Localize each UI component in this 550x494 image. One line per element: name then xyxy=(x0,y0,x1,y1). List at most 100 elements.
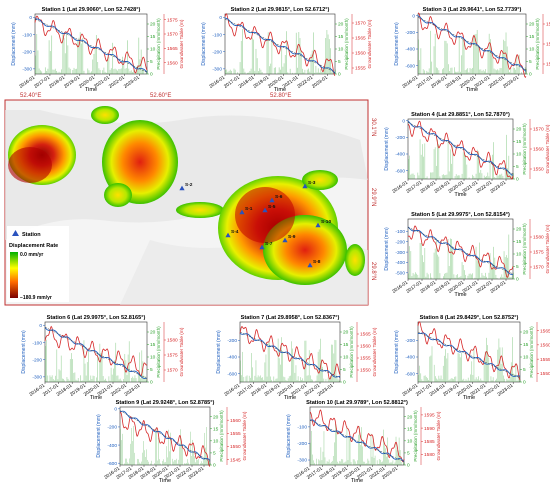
precip-bar xyxy=(265,354,267,382)
precip-bar xyxy=(487,50,489,74)
precip-bar xyxy=(341,458,343,465)
precip-bar xyxy=(269,66,270,74)
disp-axis-label: Displacement (mm) xyxy=(11,22,17,66)
precip-bar xyxy=(287,378,289,382)
precip-bar xyxy=(418,175,420,179)
precip-bar xyxy=(74,372,76,382)
precip-bar xyxy=(92,59,94,74)
precip-tick-label: 5 xyxy=(529,59,532,65)
precip-bar xyxy=(338,380,340,382)
precip-bar xyxy=(466,380,468,382)
station-2-label: S-2 xyxy=(185,182,193,188)
precip-bar xyxy=(342,459,344,465)
precip-bar xyxy=(98,68,100,74)
precip-bar xyxy=(93,376,95,382)
precip-bar xyxy=(513,373,514,382)
x-axis-label: Time xyxy=(284,395,296,401)
precip-bar xyxy=(514,68,515,74)
precip-bar xyxy=(503,39,505,74)
precip-bar xyxy=(320,338,321,382)
disp-tick-label: -600 xyxy=(227,371,237,377)
precip-bar xyxy=(142,452,143,465)
precip-bar xyxy=(233,68,235,74)
precip-bar xyxy=(424,375,426,382)
precip-bar xyxy=(434,147,436,179)
precip-bar xyxy=(438,70,440,74)
precip-bar xyxy=(319,72,320,74)
precip-bar xyxy=(392,460,394,465)
precip-bar xyxy=(63,378,64,382)
precip-bar xyxy=(296,380,298,382)
precip-bar xyxy=(203,457,204,465)
precip-bar xyxy=(492,154,493,179)
disp-tick-label: -200 xyxy=(227,338,237,344)
precip-bar xyxy=(127,40,128,74)
precip-bar xyxy=(59,72,61,74)
x-tick-label: 2023-01 xyxy=(311,75,329,90)
precip-tick-label: 10 xyxy=(338,47,344,53)
precip-bar xyxy=(55,375,56,382)
precip-bar xyxy=(438,375,440,382)
precip-bar xyxy=(374,455,376,465)
gw-axis-label: Groundwater Table (m) xyxy=(372,327,378,376)
precip-bar xyxy=(227,71,229,74)
precip-bar xyxy=(455,71,457,74)
groundwater-line xyxy=(417,321,521,381)
precip-bar xyxy=(113,368,114,382)
precip-bar xyxy=(100,352,102,382)
precip-bar xyxy=(93,53,95,74)
precip-bar xyxy=(314,462,315,465)
groundwater-line xyxy=(417,12,527,78)
precip-tick-label: 20 xyxy=(407,414,413,420)
plot-frame xyxy=(34,13,148,75)
precip-bar xyxy=(63,38,65,74)
precip-bar xyxy=(327,461,329,465)
precip-bar xyxy=(427,72,429,74)
disp-tick-label: -200 xyxy=(22,49,32,55)
precip-bar xyxy=(239,62,241,74)
station-10-title: Station 10 (Lat 29.9789°, Lon 52.8812°) xyxy=(306,400,408,406)
precip-bar xyxy=(517,375,519,382)
precip-bar xyxy=(518,54,520,74)
precip-bar xyxy=(504,164,506,179)
precip-bar xyxy=(278,358,280,382)
precip-bar xyxy=(422,255,423,279)
precip-bar xyxy=(317,351,319,382)
precip-bar xyxy=(500,68,502,74)
precip-bar xyxy=(130,443,131,465)
precip-bar xyxy=(488,176,490,179)
precip-bar xyxy=(489,253,491,279)
disp-tick-label: -100 xyxy=(32,340,42,346)
precip-bar xyxy=(176,458,177,465)
displacement-line xyxy=(120,410,211,461)
precip-bar xyxy=(480,69,482,74)
precip-bar xyxy=(226,69,228,74)
precip-bar xyxy=(458,37,460,74)
precip-bar xyxy=(474,277,476,279)
precip-bar xyxy=(454,176,456,179)
precip-bar xyxy=(125,360,127,382)
station-5-marker-icon xyxy=(262,207,268,213)
precip-bar xyxy=(464,380,466,382)
precip-bar xyxy=(137,371,139,382)
precip-bar xyxy=(320,69,322,74)
precip-bar xyxy=(188,462,189,465)
precip-bar xyxy=(349,438,351,465)
precip-bar xyxy=(502,277,504,279)
precip-bar xyxy=(283,63,285,74)
precip-bar xyxy=(39,70,41,74)
gw-tick-label: 1555 xyxy=(540,357,550,363)
gw-tick-label: 1550 xyxy=(546,62,550,68)
x-axis-label: Time xyxy=(159,478,171,484)
station-8-panel: Station 8 (Lat 29.8429°, Lon 52.8752°) 20… xyxy=(394,315,550,401)
precip-bar xyxy=(332,344,333,382)
precip-bar xyxy=(109,69,111,74)
precip-bar xyxy=(462,38,464,74)
precip-bar xyxy=(330,461,332,465)
disp-axis-label: Displacement (mm) xyxy=(384,127,390,171)
precip-bar xyxy=(450,67,452,74)
precip-bar xyxy=(511,173,513,179)
precip-bar xyxy=(459,357,461,382)
gw-tick-label: 1560 xyxy=(533,147,544,153)
precip-bar xyxy=(365,463,367,465)
